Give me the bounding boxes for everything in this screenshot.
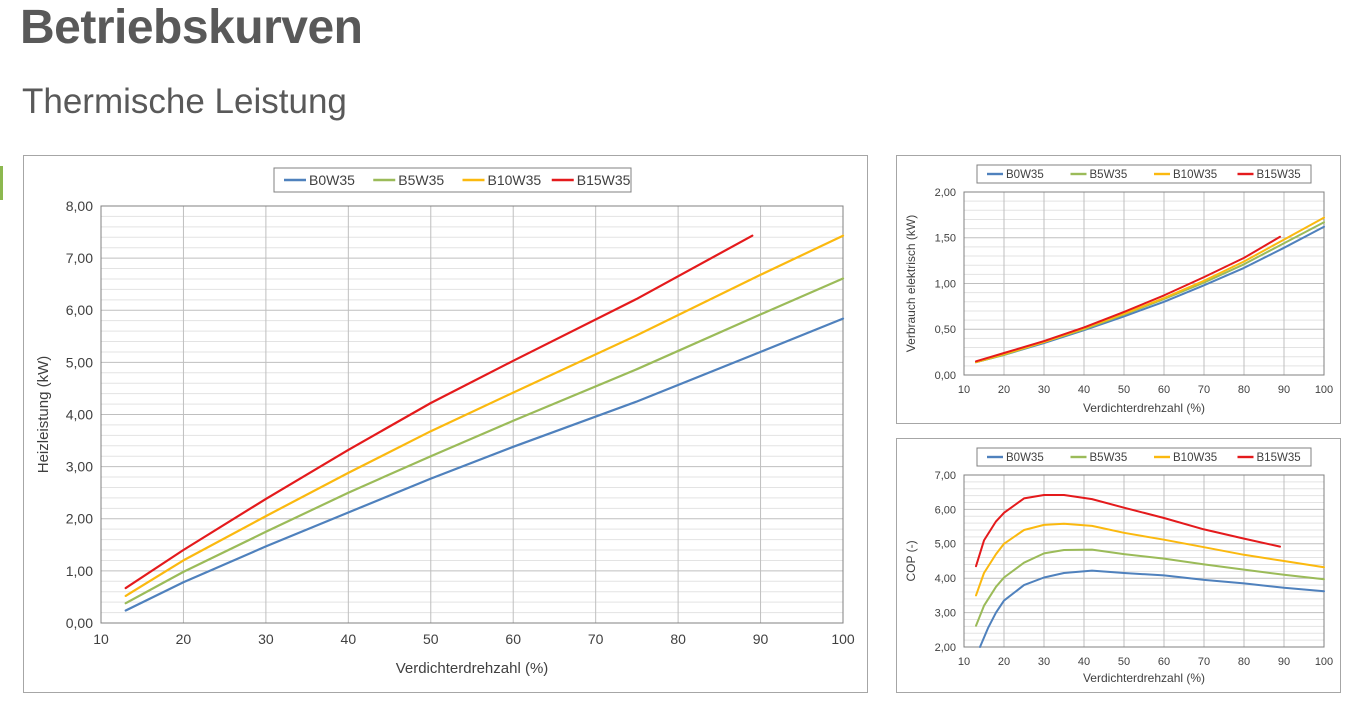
x-tick-label: 20 [998,384,1010,396]
y-tick-label: 7,00 [66,250,93,266]
x-tick-label: 60 [505,631,521,647]
chart-panel-heating: 10 20 30 40 50 60 70 80 90 100 0,00 1,00 2,00 3,00 4,0… [23,155,868,693]
grid [963,191,1325,376]
y-tick-label: 1,50 [935,233,956,245]
y-tick-label: 5,00 [66,354,93,370]
x-tick-label: 50 [1118,384,1130,396]
y-tick-label: 2,00 [935,642,956,654]
x-axis-label: Verdichterdrehzahl (%) [396,660,549,677]
y-axis-label: Heizleistung (kW) [35,356,52,474]
x-tick-label: 90 [1278,384,1290,396]
x-tick-label: 10 [958,384,970,396]
y-tick-label: 6,00 [66,302,93,318]
plot-frame [963,474,1325,648]
x-tick-label: 80 [670,631,686,647]
x-tick-label: 20 [998,656,1010,668]
x-tick-label: 70 [1198,384,1210,396]
y-tick-label: 4,00 [66,406,93,422]
legend-label: B15W35 [1257,452,1301,464]
x-tick-label: 90 [753,631,769,647]
x-tick-label: 30 [258,631,274,647]
legend: B0W35 B5W35 B10W35 B15W35 [976,164,1312,184]
grid [100,205,844,624]
x-tick-label: 70 [588,631,604,647]
series-line-b15w35 [975,235,1281,363]
legend-label: B15W35 [1257,169,1301,181]
y-tick-label: 1,00 [935,278,956,290]
x-tick-label: 100 [1315,384,1333,396]
cop-chart: 10 20 30 40 50 60 70 80 90 100 2,00 3,00 4,00 5,00 6,0… [904,447,1333,685]
page-subtitle: Thermische Leistung [22,82,347,121]
y-tick-label: 4,00 [935,573,956,585]
y-tick-label: 5,00 [935,539,956,551]
plot-frame [963,191,1325,376]
y-tick-label: 6,00 [935,504,956,516]
y-axis-label: COP (-) [904,540,918,581]
x-tick-label: 90 [1278,656,1290,668]
x-tick-label: 40 [341,631,357,647]
x-tick-label: 10 [93,631,109,647]
series-line-b10w35 [975,522,1325,597]
legend: B0W35 B5W35 B10W35 B15W35 [273,167,632,193]
series-line-b5w35 [124,277,845,605]
y-tick-label: 0,50 [935,324,956,336]
series-line-b5w35 [975,548,1325,627]
x-tick-label: 60 [1158,384,1170,396]
series-line-b0w35 [979,569,1325,648]
legend-label: B0W35 [1006,452,1044,464]
x-tick-label: 30 [1038,656,1050,668]
legend-box [976,164,1312,184]
legend-label: B5W35 [398,172,444,188]
heating-capacity-chart: 10 20 30 40 50 60 70 80 90 100 0,00 1,00 2,00 3,00 4,0… [35,167,855,677]
accent-bar [0,166,3,200]
series-line-b0w35 [124,317,845,612]
x-tick-label: 60 [1158,656,1170,668]
series-line-b15w35 [975,494,1281,568]
y-tick-label: 2,00 [935,187,956,199]
power-consumption-chart: 10 20 30 40 50 60 70 80 90 100 0,00 0,50 1,00 1,50 2,0… [904,164,1333,415]
x-tick-label: 30 [1038,384,1050,396]
legend-label: B10W35 [488,172,542,188]
series-line-b10w35 [124,234,845,597]
y-tick-label: 3,00 [66,459,93,475]
y-tick-label: 3,00 [935,607,956,619]
x-tick-label: 80 [1238,384,1250,396]
legend-label: B15W35 [577,172,631,188]
y-tick-label: 0,00 [66,615,93,631]
x-tick-label: 20 [176,631,192,647]
legend-label: B5W35 [1090,169,1128,181]
y-tick-label: 0,00 [935,370,956,382]
x-tick-label: 50 [423,631,439,647]
x-tick-label: 70 [1198,656,1210,668]
legend-label: B0W35 [1006,169,1044,181]
y-tick-label: 7,00 [935,470,956,482]
y-tick-label: 2,00 [66,511,93,527]
legend-box [976,447,1312,467]
legend-label: B5W35 [1090,452,1128,464]
x-tick-label: 40 [1078,656,1090,668]
x-tick-label: 40 [1078,384,1090,396]
chart-panel-power: 10 20 30 40 50 60 70 80 90 100 0,00 0,50 1,00 1,50 2,0… [896,155,1341,424]
legend-label: B10W35 [1173,452,1217,464]
x-tick-label: 50 [1118,656,1130,668]
x-axis-label: Verdichterdrehzahl (%) [1083,401,1205,415]
chart-panel-cop: 10 20 30 40 50 60 70 80 90 100 2,00 3,00 4,00 5,00 6,0… [896,438,1341,693]
y-axis-label: Verbrauch elektrisch (kW) [904,215,918,352]
x-tick-label: 100 [831,631,855,647]
x-axis-label: Verdichterdrehzahl (%) [1083,671,1205,685]
series-line-b15w35 [124,234,754,590]
grid [963,474,1325,648]
legend-label: B10W35 [1173,169,1217,181]
y-tick-label: 1,00 [66,563,93,579]
x-tick-label: 10 [958,656,970,668]
plot-frame [100,205,844,624]
legend: B0W35 B5W35 B10W35 B15W35 [976,447,1312,467]
x-tick-label: 80 [1238,656,1250,668]
y-tick-label: 8,00 [66,198,93,214]
series-line-b10w35 [975,216,1325,364]
legend-label: B0W35 [309,172,355,188]
page-title: Betriebskurven [20,1,363,54]
x-tick-label: 100 [1315,656,1333,668]
